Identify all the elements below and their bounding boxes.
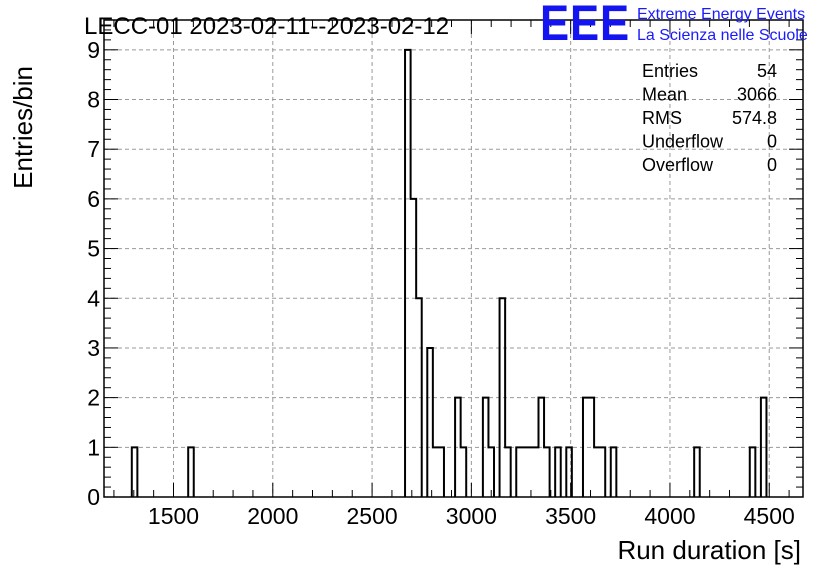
statistics-box: Entries 54 Mean 3066 RMS 574.8 Underflow 0 Overf… [642, 61, 777, 175]
x-tick-label: 3000 [446, 503, 497, 529]
y-tick-label: 0 [87, 484, 100, 510]
stat-label: Entries [642, 61, 698, 81]
logo-line-2: La Scienza nelle Scuole [637, 27, 808, 44]
y-tick-label: 1 [87, 434, 100, 460]
x-tick-label: 3500 [545, 503, 596, 529]
y-tick-label: 6 [87, 186, 100, 212]
eee-logo-mark: EEE [540, 0, 630, 51]
x-axis-title: Run duration [s] [617, 535, 801, 565]
eee-logo: EEE Extreme Energy Events La Scienza nel… [540, 0, 808, 51]
y-tick-label: 9 [87, 37, 100, 63]
tick-labels: 1500 2000 2500 3000 3500 4000 4500 0 1 2 3 4 5 6 7 8 9 [87, 37, 795, 529]
y-tick-label: 4 [87, 285, 100, 311]
y-tick-label: 7 [87, 136, 100, 162]
axis-ticks [104, 19, 803, 498]
y-tick-label: 3 [87, 335, 100, 361]
stat-value: 0 [767, 132, 777, 152]
y-tick-label: 2 [87, 385, 100, 411]
stat-label: Overflow [642, 155, 714, 175]
stat-value: 0 [767, 155, 777, 175]
stat-label: Mean [642, 85, 687, 105]
stat-label: Underflow [642, 132, 724, 152]
x-tick-label: 4000 [644, 503, 695, 529]
y-tick-label: 8 [87, 87, 100, 113]
x-tick-label: 2000 [247, 503, 298, 529]
grid-lines [104, 20, 803, 497]
x-tick-label: 1500 [148, 503, 199, 529]
stat-label: RMS [642, 108, 682, 128]
y-tick-label: 5 [87, 236, 100, 262]
logo-line-1: Extreme Energy Events [637, 6, 805, 23]
stat-value: 54 [757, 61, 777, 81]
x-tick-label: 4500 [744, 503, 795, 529]
chart-title: LECC-01 2023-02-11--2023-02-12 [84, 13, 449, 40]
y-axis-title: Entries/bin [8, 66, 38, 189]
x-tick-label: 2500 [346, 503, 397, 529]
stat-value: 574.8 [732, 108, 777, 128]
stat-value: 3066 [737, 85, 777, 105]
histogram-outline [130, 48, 768, 497]
